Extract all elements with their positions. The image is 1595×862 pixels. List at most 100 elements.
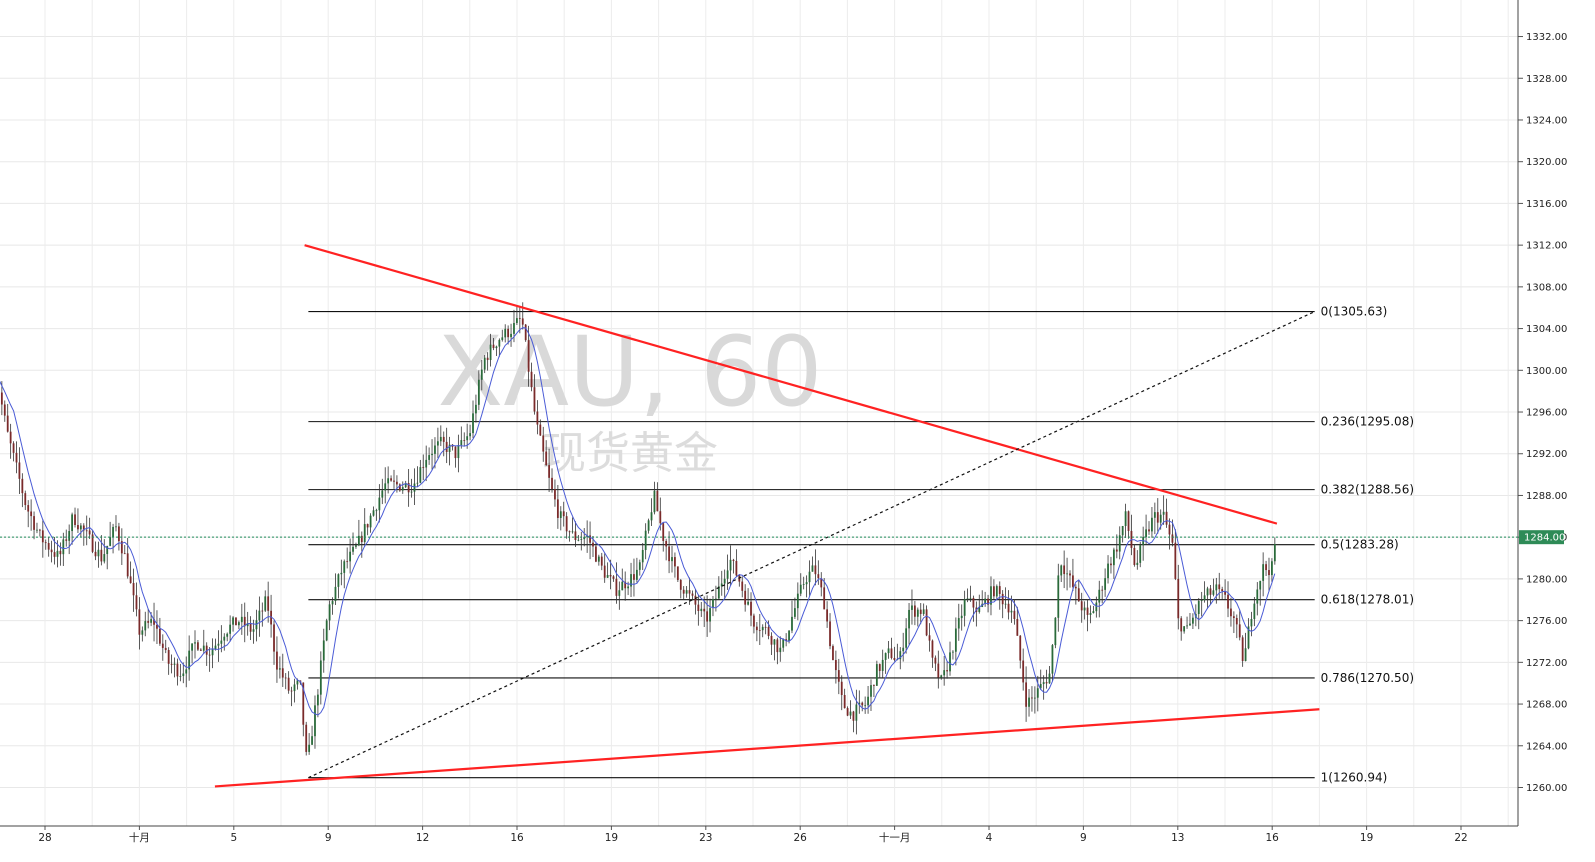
candle-body [676, 566, 679, 580]
candle-body [1247, 626, 1250, 649]
x-tick-label: 9 [325, 832, 332, 844]
candle-body [972, 597, 975, 608]
candle-body [893, 657, 896, 660]
candle-body [1215, 584, 1218, 591]
candle-body [325, 620, 328, 641]
fib-level-label: 0(1305.63) [1321, 305, 1388, 319]
candle-body [79, 525, 82, 530]
moving-average-line [0, 327, 1276, 716]
candle-body [1077, 588, 1080, 602]
candle-body [1148, 529, 1150, 532]
candle-body [638, 562, 641, 570]
candle-body [1110, 563, 1112, 566]
candle-body [1022, 660, 1025, 683]
candle-body [521, 318, 524, 325]
candle-body [436, 441, 439, 446]
x-tick-label: 16 [510, 832, 524, 844]
trendline-descending-resistance[interactable] [304, 244, 1278, 525]
moving-average [0, 327, 1276, 716]
candle-body [732, 559, 735, 561]
candle-body [147, 621, 150, 623]
candle-body [1115, 549, 1118, 552]
trendlines[interactable] [214, 244, 1320, 788]
candle-body [466, 436, 469, 441]
candle-body [1268, 570, 1270, 576]
candle-body [656, 490, 659, 512]
candle-body [302, 682, 305, 725]
candle-body [984, 598, 987, 604]
candle-body [12, 443, 15, 453]
candle-body [542, 435, 545, 452]
y-tick-label: 1304.00 [1526, 324, 1567, 335]
candle-body [662, 523, 665, 541]
candle-body [685, 590, 688, 594]
candle-body [331, 601, 334, 605]
candle-body [24, 493, 27, 506]
candle-body [957, 618, 960, 629]
candle-body [144, 621, 147, 631]
candle-body [220, 640, 223, 644]
candle-body [647, 520, 650, 531]
candle-body [595, 546, 597, 562]
candle-body [712, 599, 714, 609]
candle-body [583, 537, 586, 540]
candle-body [644, 530, 647, 551]
candle-body [568, 531, 571, 533]
candle-body [814, 565, 817, 575]
candle-body [1174, 542, 1177, 579]
candle-body [565, 516, 568, 532]
candle-body [867, 696, 869, 706]
candle-body [556, 499, 559, 518]
candle-body [823, 587, 826, 610]
trendline-fib-diagonal[interactable] [308, 311, 1315, 779]
candle-body [106, 545, 109, 555]
candle-body [214, 645, 217, 650]
y-tick-label: 1288.00 [1526, 491, 1567, 502]
candle-body [1072, 575, 1074, 587]
candle-body [123, 553, 126, 555]
candle-body [226, 633, 229, 637]
fib-level-label: 0.236(1295.08) [1321, 415, 1414, 429]
candle-body [211, 649, 214, 656]
candle-body [1025, 682, 1027, 707]
candle-body [1265, 564, 1267, 571]
candle-body [153, 619, 155, 625]
candle-body [401, 487, 404, 491]
candle-body [998, 586, 1001, 594]
candle-body [1112, 549, 1115, 566]
candle-body [934, 657, 937, 664]
candle-body [653, 490, 656, 513]
candle-body [378, 497, 381, 511]
candle-body [185, 669, 188, 674]
candle-body [928, 635, 931, 641]
candle-body [118, 526, 120, 542]
candle-body [1177, 578, 1180, 619]
candle-body [88, 530, 91, 535]
y-tick-label: 1268.00 [1526, 700, 1567, 711]
candle-body [671, 557, 673, 562]
candle-body [741, 581, 744, 591]
candle-body [796, 593, 799, 609]
candle-body [539, 424, 542, 436]
candle-body [545, 451, 548, 466]
candle-body [916, 609, 919, 617]
candle-body [1028, 697, 1030, 707]
candle-body [337, 574, 340, 587]
candle-body [925, 609, 928, 636]
candle-body [363, 524, 366, 543]
candle-body [1089, 613, 1092, 615]
candle-body [460, 440, 463, 446]
candle-body [518, 318, 521, 319]
candle-body [548, 465, 550, 478]
candle-body [782, 639, 785, 648]
candle-body [1209, 588, 1212, 595]
candle-body [577, 539, 580, 541]
candle-body [1238, 624, 1241, 638]
candle-body [404, 482, 407, 488]
candle-body [913, 605, 916, 617]
candle-body [761, 626, 764, 631]
candle-body [387, 478, 390, 484]
trendline-ascending-support[interactable] [214, 708, 1320, 788]
candle-body [922, 609, 925, 614]
